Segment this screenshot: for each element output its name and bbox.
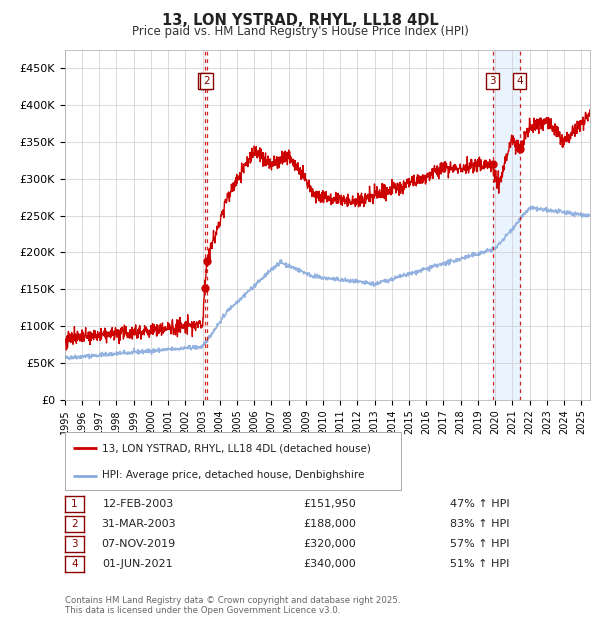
- Text: 2: 2: [203, 76, 210, 86]
- Text: £340,000: £340,000: [304, 559, 356, 569]
- Text: Contains HM Land Registry data © Crown copyright and database right 2025.
This d: Contains HM Land Registry data © Crown c…: [65, 596, 400, 615]
- Text: 57% ↑ HPI: 57% ↑ HPI: [450, 539, 510, 549]
- Text: 31-MAR-2003: 31-MAR-2003: [101, 519, 175, 529]
- Text: 12-FEB-2003: 12-FEB-2003: [103, 499, 173, 509]
- Text: 47% ↑ HPI: 47% ↑ HPI: [450, 499, 510, 509]
- Text: 13, LON YSTRAD, RHYL, LL18 4DL (detached house): 13, LON YSTRAD, RHYL, LL18 4DL (detached…: [102, 443, 371, 453]
- Text: 3: 3: [71, 539, 78, 549]
- Text: 2: 2: [71, 519, 78, 529]
- Text: 83% ↑ HPI: 83% ↑ HPI: [450, 519, 510, 529]
- Text: HPI: Average price, detached house, Denbighshire: HPI: Average price, detached house, Denb…: [102, 471, 364, 480]
- Text: 13, LON YSTRAD, RHYL, LL18 4DL: 13, LON YSTRAD, RHYL, LL18 4DL: [161, 13, 439, 28]
- Text: 1: 1: [71, 499, 78, 509]
- Text: £151,950: £151,950: [304, 499, 356, 509]
- Text: 4: 4: [516, 76, 523, 86]
- Text: 3: 3: [489, 76, 496, 86]
- Text: £320,000: £320,000: [304, 539, 356, 549]
- Text: 1: 1: [201, 76, 208, 86]
- Text: 51% ↑ HPI: 51% ↑ HPI: [451, 559, 509, 569]
- Text: 01-JUN-2021: 01-JUN-2021: [103, 559, 173, 569]
- Text: 4: 4: [71, 559, 78, 569]
- Text: Price paid vs. HM Land Registry's House Price Index (HPI): Price paid vs. HM Land Registry's House …: [131, 25, 469, 38]
- Text: 07-NOV-2019: 07-NOV-2019: [101, 539, 175, 549]
- Bar: [493, 50, 520, 400]
- Text: £188,000: £188,000: [304, 519, 356, 529]
